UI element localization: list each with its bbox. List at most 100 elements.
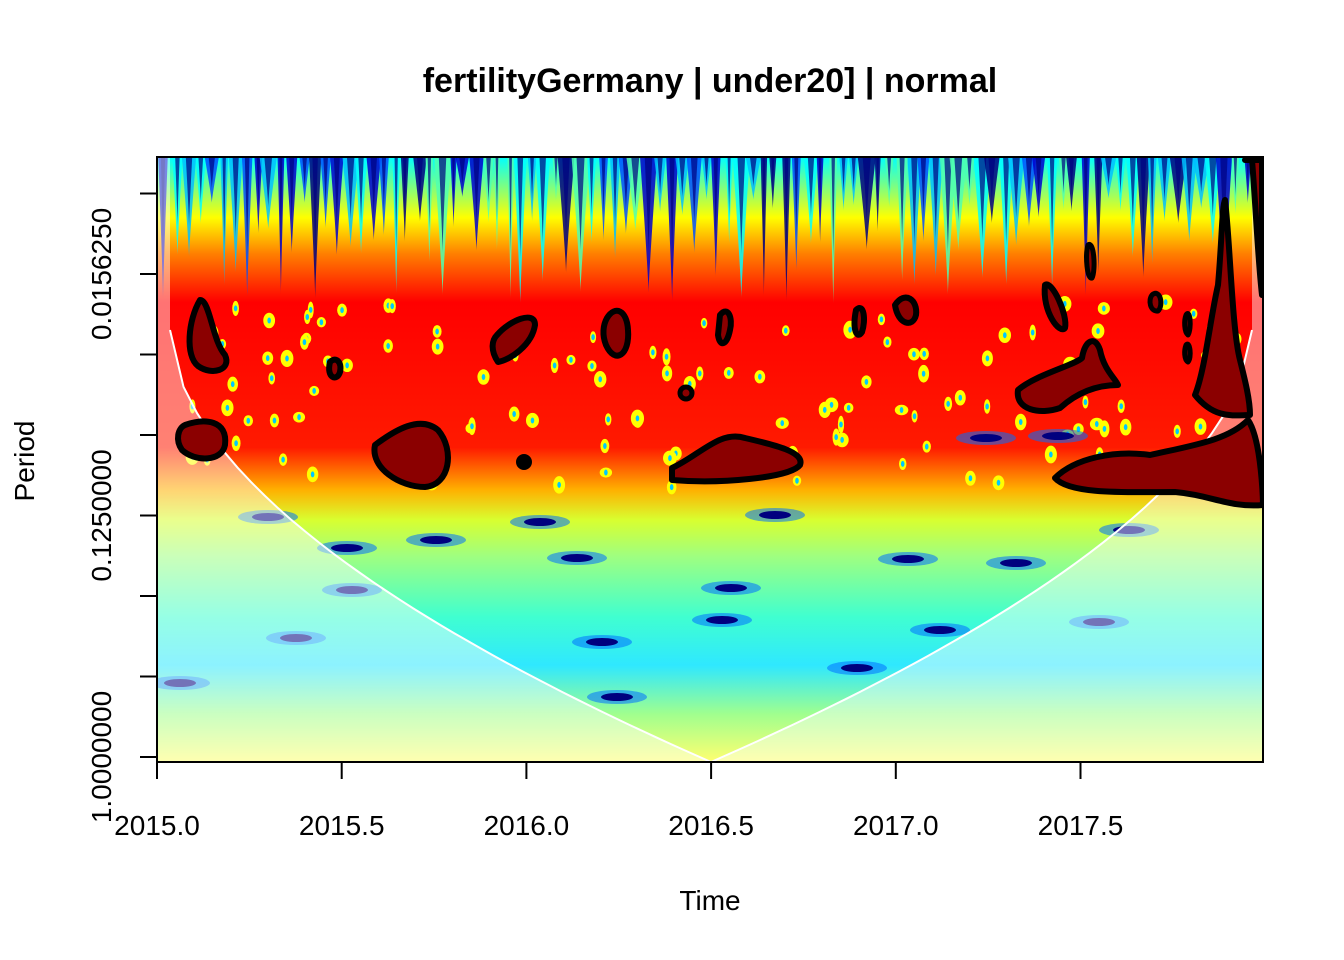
power-streak-core	[427, 157, 432, 231]
power-streak-core	[622, 157, 630, 211]
power-spot-core	[840, 436, 844, 443]
power-spot-core	[297, 414, 301, 421]
x-tick-label: 2017.5	[1038, 810, 1124, 841]
power-streak-core	[988, 157, 996, 204]
y-tick-label: 0.1250000	[86, 449, 117, 581]
power-minimum	[524, 518, 556, 526]
power-minimum	[252, 513, 284, 521]
power-spot-core	[604, 469, 608, 476]
power-spot-core	[1198, 423, 1203, 430]
cone-of-influence-shade	[157, 157, 1263, 762]
power-minimum	[759, 511, 791, 519]
x-tick-label: 2017.0	[853, 810, 939, 841]
power-spot-core	[267, 317, 271, 324]
power-streak-core	[967, 157, 972, 192]
power-spot-core	[512, 411, 516, 418]
power-spot-core	[435, 328, 439, 335]
power-streak-core	[920, 157, 927, 217]
power-streak-core	[876, 157, 880, 210]
significance-contour	[1084, 242, 1097, 281]
power-streak-core	[818, 157, 822, 218]
power-streak-core	[1174, 157, 1183, 204]
significance-contour	[1014, 338, 1121, 414]
power-streak-core	[256, 157, 261, 211]
power-minimum	[331, 544, 363, 552]
power-spot-core	[265, 355, 270, 362]
power-minimum	[715, 584, 747, 592]
power-spot-core	[1102, 425, 1107, 432]
power-streak-core	[899, 157, 905, 244]
power-streak-core	[554, 157, 558, 188]
power-spot-core	[234, 440, 238, 447]
power-spot-core	[758, 373, 762, 380]
power-spot-core	[946, 400, 950, 407]
power-spot-core	[390, 303, 395, 310]
power-minimum	[1083, 618, 1115, 626]
power-spot-core	[1175, 428, 1180, 435]
power-spot-core	[985, 355, 990, 362]
significance-contour	[371, 420, 451, 490]
power-spot-core	[470, 423, 474, 430]
power-streak-core	[289, 157, 295, 225]
power-streak-core	[576, 157, 585, 252]
power-streak-core	[612, 157, 618, 229]
power-spot-core	[669, 484, 674, 491]
power-streak-core	[403, 157, 407, 217]
power-spot-core	[386, 342, 390, 349]
power-streak-core	[459, 157, 466, 186]
significance-contour	[489, 314, 538, 365]
power-streak-core	[1003, 157, 1010, 247]
power-spot-core	[968, 475, 973, 482]
power-streak-core	[312, 157, 318, 257]
power-streak-core	[704, 157, 709, 188]
power-spot-core	[1002, 332, 1007, 339]
significance-contour	[326, 356, 344, 381]
power-spot-core	[783, 327, 788, 334]
power-spot-core	[590, 362, 594, 369]
power-streak-core	[749, 157, 757, 187]
power-spot-core	[340, 307, 344, 314]
power-streak-core	[887, 157, 892, 193]
power-spot-core	[912, 351, 916, 358]
significance-contour	[1182, 341, 1193, 365]
power-streak-core	[1035, 157, 1042, 200]
power-streak-core	[713, 157, 718, 241]
power-spot-core	[345, 362, 349, 369]
x-tick-label: 2016.0	[484, 810, 570, 841]
power-spot-core	[1163, 299, 1168, 306]
power-spot-core	[885, 339, 890, 346]
power-spot-core	[598, 376, 603, 383]
power-spot-core	[829, 401, 834, 408]
power-spot-core	[269, 375, 274, 382]
power-spot-core	[1096, 327, 1100, 334]
significance-contours	[175, 157, 1263, 509]
power-streak-core	[737, 157, 746, 256]
power-minimum	[420, 536, 452, 544]
power-streak-core	[862, 157, 871, 223]
power-streak-core	[1233, 157, 1238, 197]
power-spot-core	[697, 370, 702, 377]
power-spot-core	[958, 394, 963, 401]
power-spot-core	[569, 356, 573, 363]
power-streak-core	[473, 157, 480, 223]
power-spot-core	[921, 370, 926, 377]
power-spot-core	[225, 404, 230, 411]
power-spot-core	[1018, 419, 1023, 426]
power-streak-core	[944, 157, 952, 254]
significance-contour	[851, 305, 867, 338]
power-streak-core	[1140, 157, 1147, 242]
power-spot-core	[1076, 426, 1081, 433]
power-minimum	[706, 616, 738, 624]
power-minimum	[601, 693, 633, 701]
power-spot-core	[864, 378, 869, 385]
power-streak-core	[762, 157, 766, 255]
power-spot-core	[848, 326, 852, 333]
significance-contour	[677, 384, 695, 402]
power-streak-core	[302, 157, 307, 190]
power-spot-core	[780, 420, 785, 427]
power-spot-core	[246, 417, 251, 424]
power-streak-core	[358, 157, 364, 225]
power-streak-core	[1209, 157, 1217, 218]
power-streak-core	[679, 157, 686, 198]
